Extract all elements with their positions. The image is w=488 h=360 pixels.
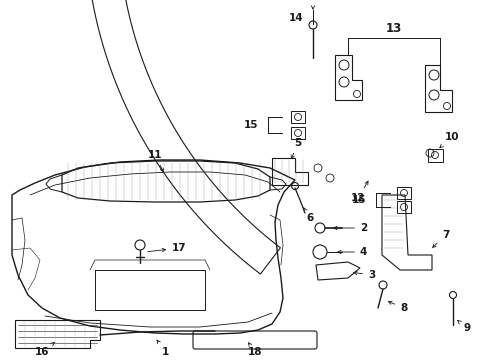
Text: 10: 10: [439, 132, 459, 148]
Text: 2: 2: [333, 223, 366, 233]
Text: 9: 9: [457, 320, 469, 333]
Text: 16: 16: [35, 342, 54, 357]
Text: 3: 3: [353, 270, 374, 280]
Text: 1: 1: [157, 340, 168, 357]
Text: 6: 6: [303, 208, 313, 223]
Text: 15: 15: [243, 120, 258, 130]
Text: 12: 12: [350, 181, 367, 203]
Text: 18: 18: [247, 343, 262, 357]
Text: 14: 14: [288, 13, 303, 23]
Text: 4: 4: [337, 247, 366, 257]
Text: 13: 13: [385, 22, 401, 35]
Text: 15: 15: [351, 195, 365, 205]
Text: 7: 7: [432, 230, 448, 247]
Text: 11: 11: [147, 150, 163, 172]
Text: 17: 17: [147, 243, 186, 253]
Text: 5: 5: [290, 138, 301, 159]
Text: 8: 8: [387, 301, 407, 313]
